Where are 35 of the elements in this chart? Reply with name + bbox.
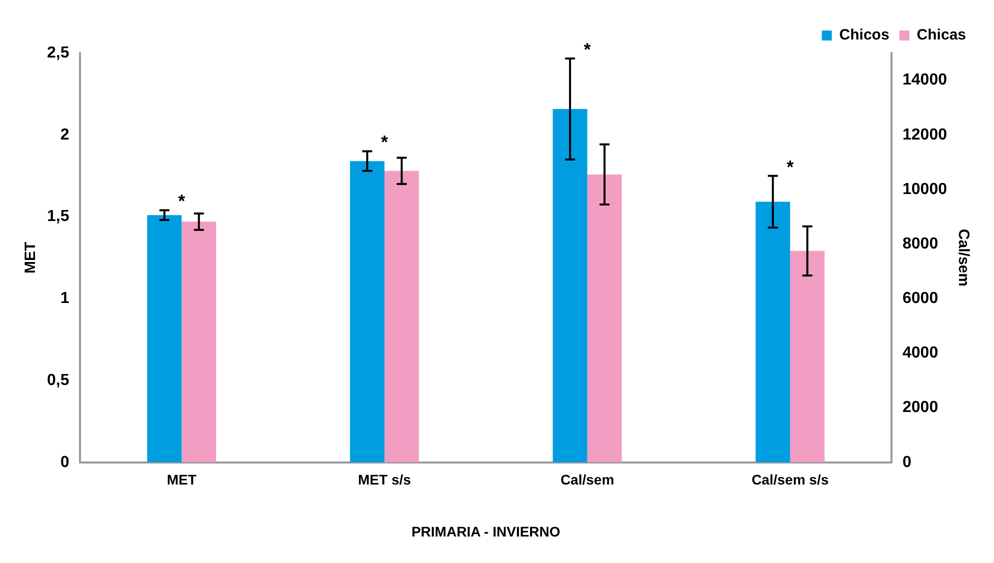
y-tick-label: 2 [60,126,70,144]
x-tick-label: Cal/sem [560,472,614,488]
bar [182,222,216,462]
y-tick-label: 0 [60,454,70,471]
x-tick-label: MET [166,472,197,488]
bar [587,174,622,462]
legend-label: Chicas [916,26,966,44]
annotation: * [584,39,591,60]
legend-label: Chicos [839,26,890,44]
y2-axis-title: Cal/sem [954,228,972,286]
y2-tick-label: 4000 [902,344,938,362]
y2-tick-label: 14000 [902,72,948,89]
bar [552,108,588,462]
bar [790,250,825,462]
x-axis-title: PRIMARIA - INVIERNO [411,523,560,540]
annotation: * [786,156,794,177]
y2-tick-label: 2000 [902,399,938,416]
y2-tick-label: 12000 [902,126,948,144]
bar [350,161,384,462]
y2-tick-label: 0 [902,454,912,471]
x-tick-label: Cal/sem s/s [752,472,829,488]
x-tick-label: MET s/s [358,472,412,488]
y2-tick-label: 6000 [902,290,938,308]
y-tick-label: 2,5 [46,44,70,62]
y2-tick-label: 10000 [902,180,948,198]
bar [756,202,790,462]
annotation: * [178,191,186,212]
y2-tick-label: 8000 [902,235,938,252]
bar [147,215,182,462]
annotation: * [380,132,388,152]
y-axis-title: MET [22,242,40,274]
bar [384,170,419,462]
y-tick-label: 1 [60,290,70,308]
y-tick-label: 1,5 [46,208,70,226]
y-tick-label: 0,5 [46,372,70,389]
